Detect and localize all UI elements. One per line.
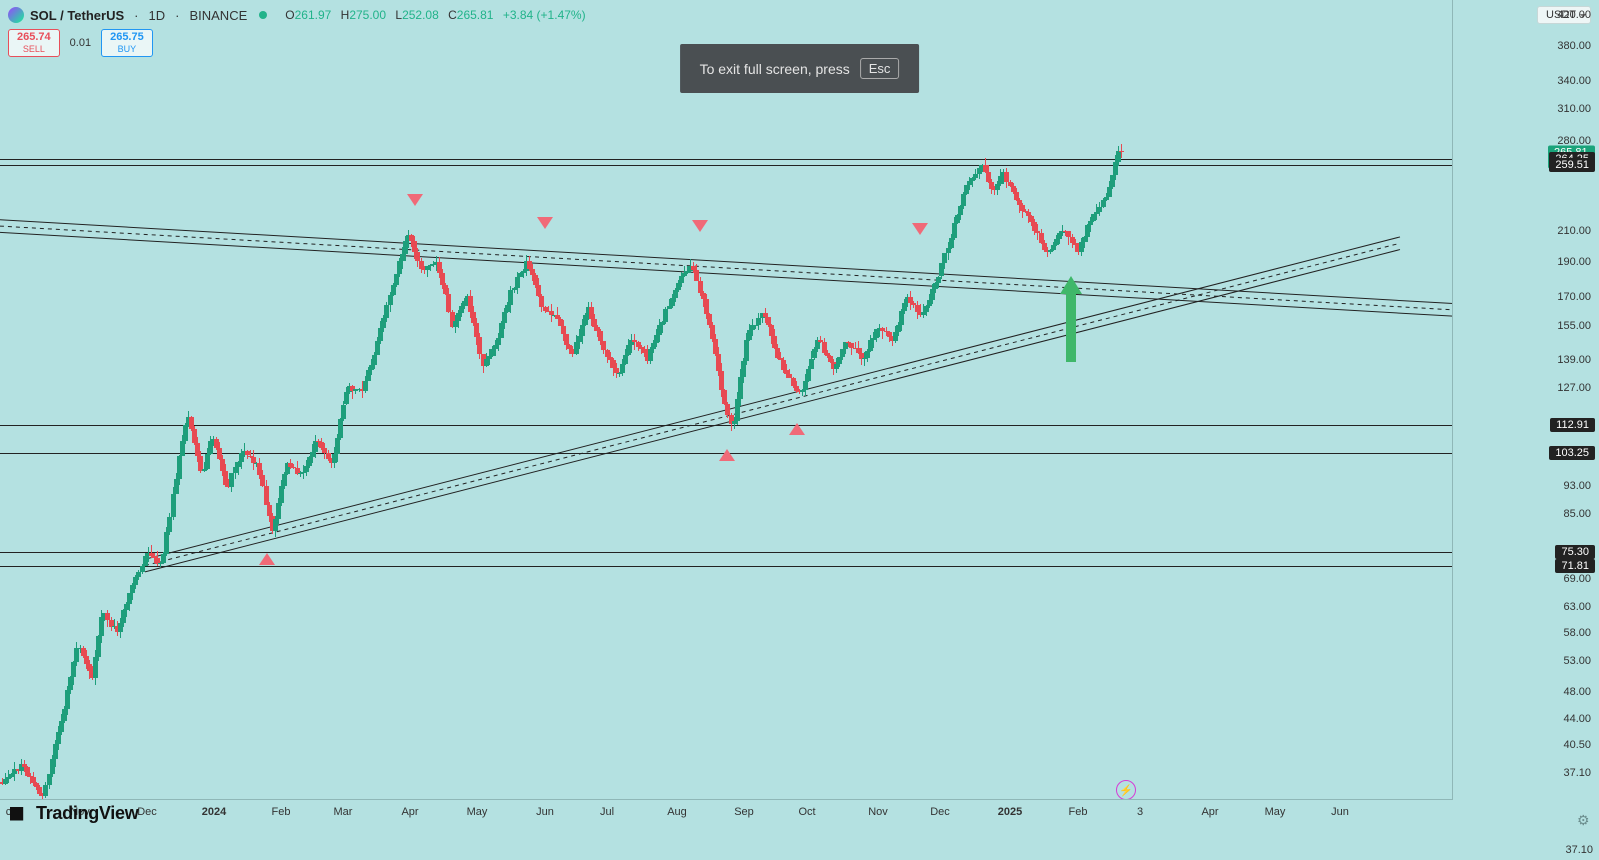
price-label-box: 75.30: [1555, 545, 1595, 559]
time-tick: 2024: [202, 806, 226, 818]
time-tick: Feb: [272, 806, 291, 818]
price-tick: 139.00: [1557, 354, 1591, 366]
price-tick: 40.50: [1563, 739, 1591, 751]
price-tick: 48.00: [1563, 686, 1591, 698]
horizontal-level-line[interactable]: [0, 165, 1453, 166]
axis-corner-value: 37.10: [1565, 844, 1593, 856]
time-tick: May: [467, 806, 488, 818]
horizontal-level-line[interactable]: [0, 425, 1453, 426]
price-tick: 58.00: [1563, 627, 1591, 639]
time-tick: Apr: [401, 806, 418, 818]
tv-mark-icon: [10, 807, 32, 821]
horizontal-level-line[interactable]: [0, 159, 1453, 160]
time-tick: Sep: [734, 806, 754, 818]
time-tick: Aug: [667, 806, 687, 818]
price-label-box: 103.25: [1549, 446, 1595, 460]
esc-key-icon: Esc: [860, 58, 900, 79]
time-tick: Jun: [1331, 806, 1349, 818]
horizontal-level-line[interactable]: [0, 552, 1453, 553]
time-tick: Feb: [1069, 806, 1088, 818]
time-tick: Oct: [798, 806, 815, 818]
green-up-arrow-icon: [1062, 276, 1080, 362]
time-tick: May: [1265, 806, 1286, 818]
price-tick: 340.00: [1557, 75, 1591, 87]
gear-icon[interactable]: ⚙: [1577, 812, 1593, 828]
marker-up-icon: [719, 449, 735, 461]
time-tick: Jun: [536, 806, 554, 818]
time-tick: 2025: [998, 806, 1022, 818]
price-label-box: 112.91: [1550, 418, 1595, 432]
price-axis[interactable]: 420.00380.00340.00310.00280.00210.00190.…: [1452, 0, 1599, 800]
price-tick: 190.00: [1557, 256, 1591, 268]
price-tick: 210.00: [1557, 225, 1591, 237]
price-tick: 380.00: [1557, 40, 1591, 52]
chart-root: SOL / TetherUS · 1D · BINANCE O261.97 H2…: [0, 0, 1599, 860]
price-label-box: 259.51: [1549, 158, 1595, 172]
price-tick: 310.00: [1557, 103, 1591, 115]
time-axis[interactable]: ctNovDec2024FebMarAprMayJunJulAugSepOctN…: [0, 799, 1453, 860]
time-tick: Dec: [137, 806, 157, 818]
time-tick: Apr: [1201, 806, 1218, 818]
time-tick: Jul: [600, 806, 614, 818]
price-tick: 53.00: [1563, 655, 1591, 667]
time-tick: Nov: [868, 806, 888, 818]
price-label-box: 71.81: [1555, 559, 1595, 573]
marker-down-icon: [912, 223, 928, 235]
price-tick: 127.00: [1557, 382, 1591, 394]
fullscreen-exit-banner: To exit full screen, press Esc: [680, 44, 920, 93]
horizontal-level-line[interactable]: [0, 566, 1453, 567]
marker-down-icon: [407, 194, 423, 206]
marker-down-icon: [537, 217, 553, 229]
banner-text: To exit full screen, press: [700, 61, 850, 77]
price-tick: 155.00: [1557, 320, 1591, 332]
time-tick: Mar: [334, 806, 353, 818]
price-tick: 37.10: [1563, 767, 1591, 779]
price-tick: 63.00: [1563, 601, 1591, 613]
price-tick: 85.00: [1563, 508, 1591, 520]
price-tick: 44.00: [1563, 713, 1591, 725]
tradingview-logo[interactable]: TradingView: [10, 803, 138, 824]
price-tick: 93.00: [1563, 480, 1591, 492]
time-tick: 3: [1137, 806, 1143, 818]
marker-up-icon: [789, 423, 805, 435]
price-tick: 170.00: [1557, 291, 1591, 303]
chart-plot-area[interactable]: ⚡: [0, 0, 1453, 800]
price-tick: 420.00: [1557, 9, 1591, 21]
marker-down-icon: [692, 220, 708, 232]
price-tick: 69.00: [1563, 573, 1591, 585]
snapshot-icon[interactable]: ⚡: [1116, 780, 1136, 800]
marker-up-icon: [259, 553, 275, 565]
time-tick: Dec: [930, 806, 950, 818]
